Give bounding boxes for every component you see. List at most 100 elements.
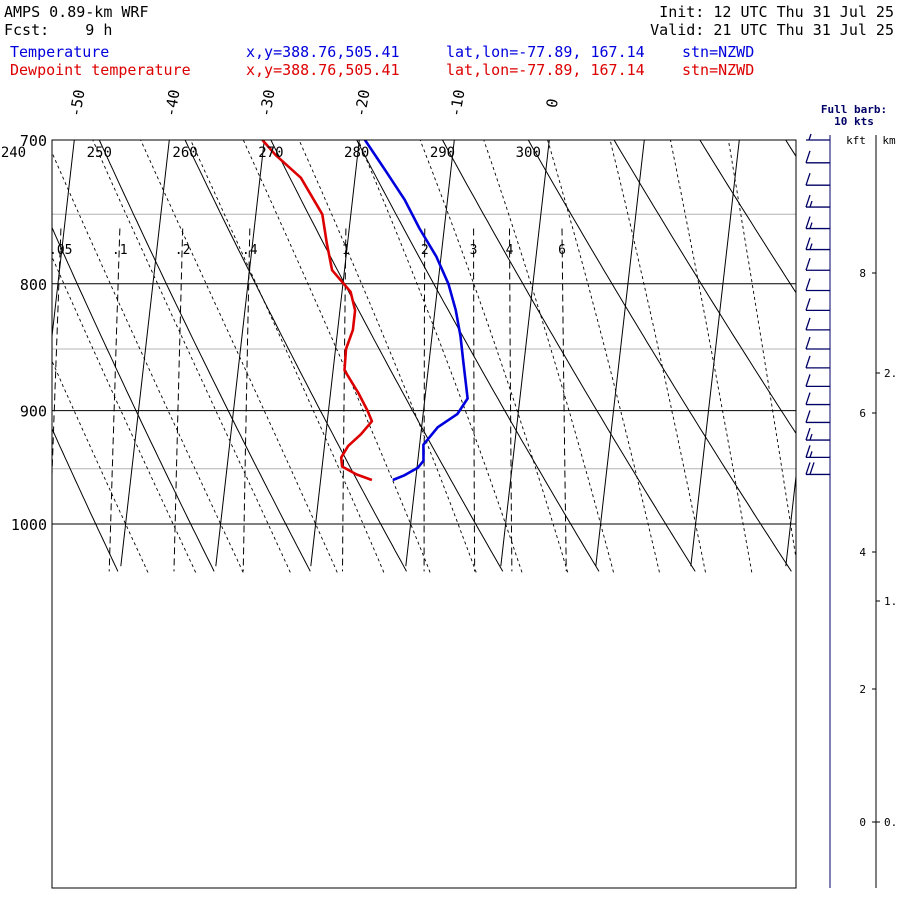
km-tick-label-2.: 2.: [884, 367, 897, 380]
adiabat-label-300: 300: [516, 145, 541, 161]
wind-barb: [805, 445, 830, 459]
dry-adiabat-310: [613, 140, 796, 435]
mixing-ratio-label-2: 2: [421, 243, 429, 258]
model-title: AMPS 0.89-km WRF: [4, 3, 149, 21]
isotherm-label-0: 0: [543, 97, 562, 109]
pressure-label-800: 800: [20, 276, 47, 294]
mixing-ratio-0.4: [242, 228, 251, 572]
moist-adiabat--10: [242, 140, 431, 573]
adiabat-label-250: 250: [87, 145, 112, 161]
full-barb-label: Full barb:: [821, 103, 887, 116]
mixing-ratio-label-3: 3: [470, 243, 478, 258]
kft-label: kft: [846, 134, 866, 147]
mixing-ratio-2: [423, 228, 426, 572]
moist-adiabat--40: [52, 360, 149, 573]
wind-barb: [805, 410, 830, 424]
valid-time: Valid: 21 UTC Thu 31 Jul 25: [650, 21, 894, 39]
km-tick-label-1.: 1.: [884, 595, 897, 608]
kft-tick-label-4: 4: [859, 546, 866, 559]
init-time: Init: 12 UTC Thu 31 Jul 25: [659, 3, 894, 21]
wind-barb: [805, 317, 830, 331]
mixing-ratio-label-1: 1: [342, 243, 350, 258]
isotherm-20: [690, 140, 740, 567]
mixing-ratio-6: [561, 228, 567, 572]
dewpoint-profile: [261, 140, 374, 482]
dewpoint-latlon: lat,lon=-77.89, 167.14: [446, 61, 645, 79]
legend-dewpoint: Dewpoint temperature: [10, 61, 191, 79]
dewpoint-station: stn=NZWD: [682, 61, 755, 79]
moist-adiabat-30: [727, 140, 796, 562]
isotherm-0: [500, 140, 550, 567]
mixing-ratio-label-.05: .05: [49, 243, 72, 258]
isotherm--30: [215, 140, 265, 567]
isotherm-10: [595, 140, 645, 567]
dry-adiabat-270: [270, 140, 504, 572]
moist-adiabat-25: [670, 140, 753, 573]
dry-adiabat-220: [0, 125, 22, 572]
wind-barb: [805, 150, 830, 164]
isotherm--10: [405, 140, 455, 567]
dry-adiabat-260: [184, 140, 407, 572]
dewpoint-xy: x,y=388.76,505.41: [246, 61, 400, 79]
wind-barb: [805, 374, 830, 388]
plot-frame: [51, 139, 797, 889]
isotherm--50: [52, 140, 75, 341]
moist-adiabat--25: [92, 140, 291, 573]
kft-tick-label-0: 0: [859, 816, 866, 829]
forecast-hour: Fcst: 9 h: [4, 21, 113, 39]
wind-barb: [805, 172, 830, 186]
mixing-ratio-0.2: [173, 228, 184, 572]
dry-adiabat-330: [785, 140, 796, 158]
isotherm-label--10: -10: [446, 88, 468, 118]
mixing-ratio-label-4: 4: [506, 243, 514, 258]
isotherm--20: [310, 140, 360, 567]
pressure-label-700: 700: [20, 132, 47, 150]
moist-adiabat-10: [483, 140, 614, 573]
dry-adiabat-340: [861, 125, 900, 572]
mixing-ratio-label-6: 6: [558, 243, 566, 258]
wind-barb: [805, 427, 830, 441]
wind-barb: [805, 216, 830, 230]
adiabat-label-270: 270: [258, 145, 283, 161]
isotherm-30: [785, 472, 796, 567]
moist-adiabat-15: [547, 140, 660, 573]
mixing-ratio-3: [473, 228, 476, 572]
mixing-ratio-1: [342, 228, 347, 572]
isotherm-40: [881, 140, 900, 566]
temperature-xy: x,y=388.76,505.41: [246, 43, 400, 61]
wind-barb: [805, 336, 830, 350]
mixing-ratio-0.1: [108, 228, 121, 572]
moist-adiabat--35: [52, 255, 197, 573]
temperature-profile: [363, 140, 469, 482]
kft-tick-label-2: 2: [859, 683, 866, 696]
mixing-ratio-0.05: [52, 228, 62, 489]
temperature-latlon: lat,lon=-77.89, 167.14: [446, 43, 645, 61]
wind-barb: [805, 194, 830, 208]
isotherm--40: [120, 140, 170, 567]
moist-adiabat--30: [52, 151, 244, 573]
kft-tick-label-8: 8: [859, 267, 866, 280]
adiabat-label-240: 240: [1, 145, 26, 161]
moist-adiabat-0: [357, 140, 523, 573]
wind-barb: [805, 355, 830, 369]
isotherm-label--20: -20: [351, 88, 373, 118]
pressure-label-1000: 1000: [11, 516, 47, 534]
mixing-ratio-label-.1: .1: [112, 243, 128, 258]
wind-barb: [805, 278, 830, 292]
dry-adiabat-300: [527, 140, 792, 572]
dry-adiabat-240: [52, 226, 215, 572]
mixing-ratio-label-.2: .2: [175, 243, 191, 258]
isotherm-label--40: -40: [161, 88, 183, 118]
adiabat-label-280: 280: [344, 145, 369, 161]
kft-tick-label-6: 6: [859, 407, 866, 420]
km-tick-label-0.: 0.: [884, 816, 897, 829]
wind-barb: [805, 462, 830, 476]
wind-barb: [806, 133, 830, 141]
dry-adiabat-290: [441, 140, 696, 572]
dry-adiabat-230: [52, 427, 119, 572]
moist-adiabat-5: [419, 140, 569, 573]
moist-adiabat--15: [190, 140, 385, 573]
pressure-label-900: 900: [20, 403, 47, 421]
